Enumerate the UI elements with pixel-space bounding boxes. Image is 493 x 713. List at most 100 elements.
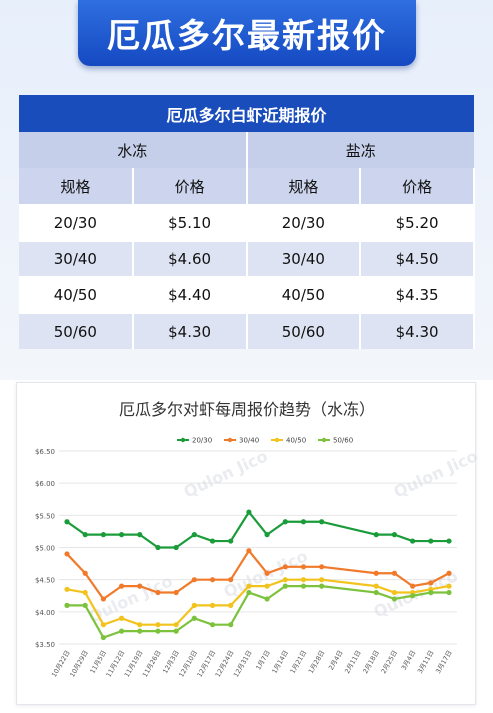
data-point <box>264 596 270 602</box>
header-spec: 规格 <box>19 168 134 205</box>
header-price: 价格 <box>132 168 248 205</box>
cell-spec: 40/50 <box>19 277 134 313</box>
data-point <box>173 622 179 628</box>
table-row: 30/40 $4.60 30/40 $4.50 <box>19 241 475 277</box>
data-point <box>446 538 452 544</box>
data-point <box>118 615 125 621</box>
data-point <box>209 577 216 583</box>
data-point <box>428 580 434 586</box>
data-point <box>446 583 452 589</box>
trend-chart: $3.50$4.00$4.50$5.00$5.50$6.00$6.5010月22… <box>35 437 477 679</box>
data-point <box>118 628 125 634</box>
data-point <box>155 589 161 596</box>
data-point <box>137 583 143 589</box>
data-point <box>64 586 70 592</box>
data-point <box>82 602 88 608</box>
x-tick-label: 3月4日 <box>400 649 418 671</box>
x-tick-label: 3月11日 <box>416 649 436 675</box>
y-tick-label: $6.50 <box>35 448 55 456</box>
price-table: 厄瓜多尔白虾近期报价 水冻 盐冻 规格 价格 规格 价格 20/30 $5.10… <box>19 95 475 349</box>
data-point <box>373 589 379 596</box>
data-point <box>191 532 197 538</box>
data-point <box>64 519 70 525</box>
trend-chart-card: 厄瓜多尔对虾每周报价趋势（水冻） $3.50 $4.00 $4.50 $5.00 $5.… <box>16 382 477 705</box>
cell-spec: 50/60 <box>246 313 362 349</box>
legend-marker <box>227 437 233 443</box>
data-point <box>246 548 252 554</box>
header-price: 价格 <box>360 168 475 205</box>
x-tick-label: 1月28日 <box>307 649 327 675</box>
legend-marker <box>274 437 280 443</box>
cell-price: $4.50 <box>360 241 475 277</box>
header-spec: 规格 <box>246 168 362 205</box>
legend-label: 30/40 <box>239 437 259 445</box>
series-line-40-50 <box>66 578 450 626</box>
y-tick-label: $4.50 <box>35 577 55 585</box>
series-line-50-60 <box>67 585 449 639</box>
data-point <box>282 564 288 570</box>
data-point <box>264 532 270 538</box>
table-header-row: 规格 价格 规格 价格 <box>19 168 475 205</box>
data-point <box>228 538 234 544</box>
data-point <box>191 602 197 608</box>
x-tick-label: 2月4日 <box>327 649 345 671</box>
group-salt-frozen: 盐冻 <box>245 132 474 168</box>
x-tick-label: 2月11日 <box>343 649 363 675</box>
data-point <box>64 602 70 608</box>
data-point <box>319 577 325 583</box>
data-point <box>173 589 179 596</box>
y-tick-label: $5.00 <box>35 545 55 553</box>
data-point <box>410 538 416 544</box>
table-row: 20/30 $5.10 20/30 $5.20 <box>19 205 475 241</box>
page-banner: 厄瓜多尔最新报价 <box>78 0 416 66</box>
data-point <box>246 589 252 596</box>
data-point <box>428 589 434 596</box>
data-point <box>228 602 234 608</box>
data-point <box>100 634 106 641</box>
data-point <box>319 583 325 589</box>
data-point <box>391 596 398 602</box>
data-point <box>391 532 398 538</box>
data-point <box>300 577 307 583</box>
data-point <box>173 628 179 634</box>
y-tick-label: $6.00 <box>35 480 55 488</box>
legend-label: 40/50 <box>286 437 306 445</box>
data-point <box>373 532 379 538</box>
data-point <box>373 570 379 576</box>
cell-price: $5.10 <box>132 205 248 241</box>
data-point <box>191 615 197 621</box>
table-group-row: 水冻 盐冻 <box>19 132 474 168</box>
cell-spec: 20/30 <box>246 205 362 241</box>
y-tick-label: $5.50 <box>35 512 55 520</box>
data-point <box>319 564 325 570</box>
data-point <box>209 602 216 608</box>
data-point <box>410 593 416 599</box>
y-tick-label: $3.50 <box>35 641 55 649</box>
legend-label: 20/30 <box>192 437 212 445</box>
data-point <box>191 577 197 583</box>
data-point <box>300 519 307 525</box>
data-point <box>246 509 252 515</box>
data-point <box>282 519 288 525</box>
series-line-20-30 <box>66 511 449 549</box>
data-point <box>319 519 325 525</box>
cell-spec: 20/30 <box>19 205 134 241</box>
data-point <box>228 577 234 583</box>
data-point <box>118 532 125 538</box>
data-point <box>446 589 452 596</box>
data-point <box>155 622 161 628</box>
cell-spec: 40/50 <box>246 277 362 313</box>
table-title: 厄瓜多尔白虾近期报价 <box>19 95 474 132</box>
data-point <box>118 583 125 589</box>
banner-title: 厄瓜多尔最新报价 <box>107 16 387 55</box>
series-line-30-40 <box>66 549 450 601</box>
data-point <box>264 583 270 589</box>
data-point <box>100 622 106 628</box>
watermark: Qulon Jico <box>181 446 271 501</box>
x-tick-label: 2月25日 <box>380 649 400 675</box>
group-water-frozen: 水冻 <box>19 132 247 168</box>
legend-label: 50/60 <box>333 437 353 445</box>
x-tick-label: 11月5日 <box>88 649 108 675</box>
data-point <box>391 589 398 596</box>
data-point <box>209 622 216 628</box>
